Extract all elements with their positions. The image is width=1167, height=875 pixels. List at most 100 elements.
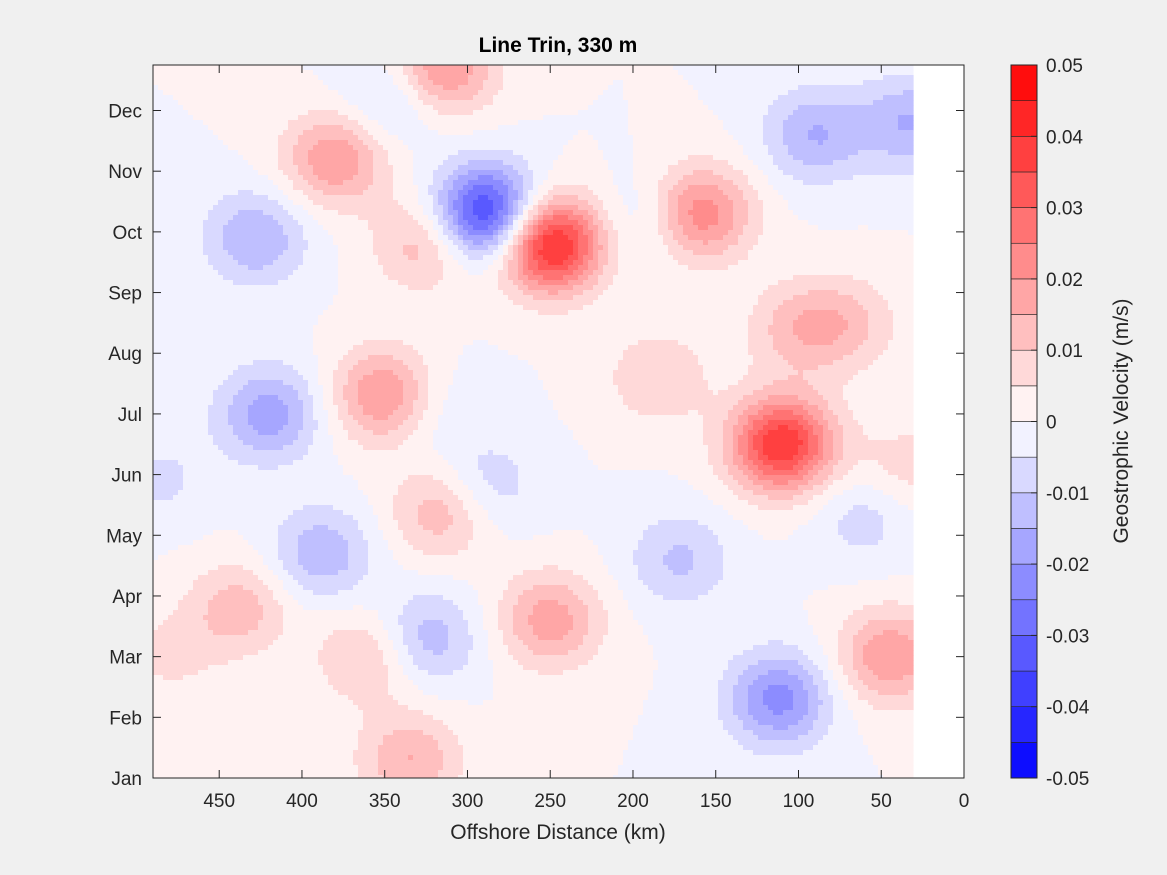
contour-cell	[693, 90, 699, 96]
contour-cell	[313, 150, 319, 156]
contour-cell	[748, 125, 754, 131]
contour-cell	[498, 130, 504, 136]
contour-cell	[328, 165, 334, 171]
contour-cell	[708, 210, 714, 216]
contour-cell	[263, 95, 269, 101]
contour-cell	[543, 165, 549, 171]
contour-cell	[298, 155, 304, 161]
contour-cell	[608, 150, 614, 156]
contour-cell	[463, 80, 469, 86]
contour-cell	[408, 185, 414, 191]
contour-cell	[458, 215, 464, 221]
contour-cell	[623, 140, 629, 146]
contour-cell	[853, 205, 859, 211]
contour-cell	[223, 75, 229, 81]
contour-cell	[728, 125, 734, 131]
contour-cell	[778, 165, 784, 171]
contour-cell	[383, 215, 389, 221]
contour-cell	[478, 130, 484, 136]
contour-cell	[773, 80, 779, 86]
contour-cell	[773, 75, 779, 81]
contour-cell	[578, 165, 584, 171]
contour-cell	[468, 155, 474, 161]
contour-cell	[468, 170, 474, 176]
contour-cell	[808, 160, 814, 166]
contour-cell	[873, 160, 879, 166]
contour-cell	[438, 90, 444, 96]
contour-cell	[283, 195, 289, 201]
contour-cell	[878, 115, 884, 121]
contour-cell	[603, 75, 609, 81]
contour-cell	[878, 95, 884, 101]
contour-cell	[298, 130, 304, 136]
contour-cell	[463, 195, 469, 201]
contour-cell	[788, 200, 794, 206]
contour-cell	[378, 110, 384, 116]
contour-cell	[663, 80, 669, 86]
contour-cell	[183, 80, 189, 86]
contour-cell	[653, 75, 659, 81]
contour-cell	[388, 130, 394, 136]
contour-cell	[493, 220, 499, 226]
contour-cell	[538, 115, 544, 121]
contour-cell	[713, 130, 719, 136]
contour-cell	[578, 205, 584, 211]
contour-cell	[903, 115, 909, 121]
contour-cell	[573, 80, 579, 86]
contour-cell	[293, 115, 299, 121]
contour-cell	[708, 200, 714, 206]
contour-cell	[273, 125, 279, 131]
contour-cell	[568, 225, 574, 231]
contour-cell	[688, 100, 694, 106]
contour-cell	[378, 180, 384, 186]
contour-cell	[168, 195, 174, 201]
contour-cell	[313, 80, 319, 86]
contour-cell	[273, 190, 279, 196]
contour-cell	[513, 110, 519, 116]
contour-cell	[688, 190, 694, 196]
contour-cell	[713, 225, 719, 231]
contour-cell	[583, 80, 589, 86]
contour-cell	[713, 150, 719, 156]
contour-cell	[498, 80, 504, 86]
contour-cell	[503, 80, 509, 86]
contour-cell	[898, 165, 904, 171]
contour-cell	[228, 215, 234, 221]
contour-cell	[218, 115, 224, 121]
contour-cell	[538, 165, 544, 171]
contour-cell	[878, 155, 884, 161]
contour-cell	[273, 110, 279, 116]
contour-cell	[278, 190, 284, 196]
contour-cell	[158, 115, 164, 121]
contour-cell	[313, 155, 319, 161]
contour-cell	[473, 105, 479, 111]
contour-cell	[398, 95, 404, 101]
contour-cell	[338, 175, 344, 181]
contour-cell	[468, 105, 474, 111]
contour-cell	[288, 95, 294, 101]
contour-cell	[803, 120, 809, 126]
contour-cell	[178, 105, 184, 111]
contour-cell	[693, 65, 699, 71]
contour-cell	[258, 200, 264, 206]
contour-cell	[178, 75, 184, 81]
contour-cell	[823, 70, 829, 76]
contour-cell	[198, 110, 204, 116]
contour-cell	[793, 190, 799, 196]
contour-cell	[278, 150, 284, 156]
contour-cell	[418, 175, 424, 181]
contour-cell	[233, 130, 239, 136]
contour-cell	[568, 210, 574, 216]
contour-cell	[633, 190, 639, 196]
contour-cell	[303, 215, 309, 221]
contour-cell	[173, 215, 179, 221]
contour-cell	[403, 105, 409, 111]
contour-cell	[283, 100, 289, 106]
contour-cell	[398, 105, 404, 111]
contour-cell	[173, 170, 179, 176]
contour-cell	[763, 90, 769, 96]
contour-cell	[173, 145, 179, 151]
contour-cell	[403, 205, 409, 211]
contour-cell	[713, 210, 719, 216]
contour-cell	[718, 175, 724, 181]
